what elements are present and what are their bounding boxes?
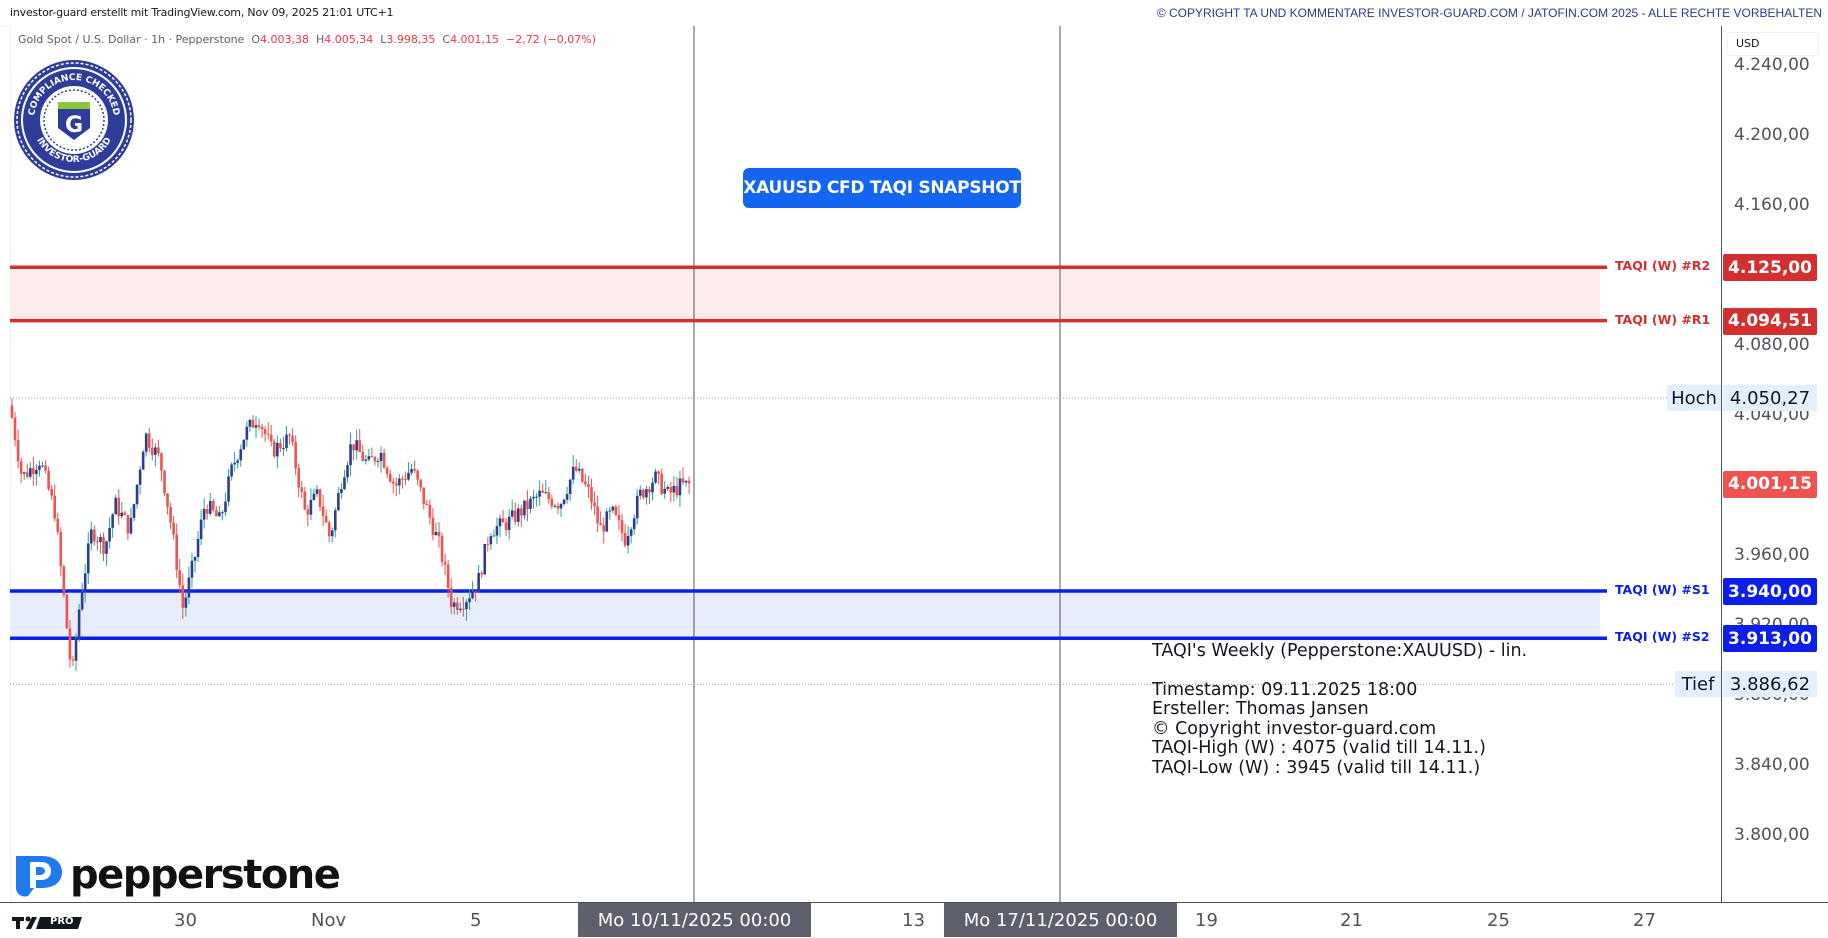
time-marker-selected[interactable]: Mo 10/11/2025 00:00 [578, 903, 811, 937]
level-price-tag: 4.125,00 [1723, 254, 1817, 282]
low-label: Tief [1675, 671, 1721, 698]
symbol-name: Gold Spot / U.S. Dollar · 1h · Peppersto… [18, 33, 245, 46]
pepperstone-logo: pepperstone [12, 852, 341, 898]
tradingview-logo[interactable]: PRO [12, 915, 84, 931]
time-label: 19 [1195, 910, 1218, 931]
info-timestamp: Timestamp: 09.11.2025 18:00 [1152, 679, 1418, 700]
price-tick-label: 3.840,00 [1734, 755, 1810, 775]
last-price-tag: 4.001,15 [1723, 470, 1817, 498]
low-value-tag: 3.886,62 [1723, 671, 1817, 698]
time-label: Nov [311, 910, 347, 931]
compliance-badge-icon: COMPLIANCE CHECKED INVESTOR-GUARD G [12, 58, 136, 182]
level-label: TAQI (W) #S2 [1615, 629, 1710, 645]
pepperstone-wordmark: pepperstone [70, 852, 341, 898]
credit-text: investor-guard erstellt mit TradingView.… [10, 6, 394, 19]
svg-text:G: G [65, 113, 83, 138]
taqi-info-box: TAQI's Weekly (Pepperstone:XAUUSD) - lin… [1152, 641, 1528, 778]
level-price-tag: 3.940,00 [1723, 578, 1817, 605]
level-price-tag: 4.094,51 [1723, 307, 1817, 335]
time-label: 13 [902, 910, 925, 931]
level-label: TAQI (W) #S1 [1615, 582, 1710, 597]
time-label: 5 [470, 910, 482, 931]
low-value: 3.998,35 [386, 33, 436, 46]
top-bar: investor-guard erstellt mit TradingView.… [0, 0, 1828, 27]
time-label: 25 [1487, 910, 1510, 931]
currency-selector[interactable]: USD [1727, 32, 1819, 56]
copyright-text: © COPYRIGHT TA UND KOMMENTARE INVESTOR-G… [1156, 6, 1822, 20]
open-value: 4.003,38 [260, 33, 309, 46]
time-label: 21 [1340, 910, 1363, 931]
tradingview-icon [12, 916, 82, 929]
high-value: 4.005,34 [324, 33, 374, 46]
price-tick-label: 4.240,00 [1734, 55, 1810, 75]
snapshot-title-button[interactable]: XAUUSD CFD TAQI SNAPSHOT [743, 168, 1021, 208]
pepperstone-icon [16, 856, 62, 897]
info-taqi-low: TAQI-Low (W) : 3945 (valid till 14.11.) [1152, 757, 1481, 778]
info-author: Ersteller: Thomas Jansen [1152, 699, 1369, 719]
price-tick-label: 3.960,00 [1734, 545, 1810, 565]
price-tick-label: 4.200,00 [1734, 125, 1810, 145]
high-value-tag: 4.050,27 [1723, 385, 1817, 412]
info-taqi-high: TAQI-High (W) : 4075 (valid till 14.11.) [1152, 738, 1486, 758]
time-label: 30 [174, 910, 197, 931]
price-tick-label: 4.080,00 [1734, 335, 1810, 355]
time-axis[interactable] [0, 902, 1828, 938]
tv-pro-label: PRO [50, 916, 74, 927]
level-label: TAQI (W) #R2 [1615, 258, 1711, 274]
close-value: 4.001,15 [450, 33, 500, 46]
info-title: TAQI's Weekly (Pepperstone:XAUUSD) - lin… [1152, 641, 1528, 661]
symbol-legend[interactable]: Gold Spot / U.S. Dollar · 1h · Peppersto… [18, 33, 596, 46]
high-label: Hoch [1667, 385, 1721, 412]
level-price-tag: 3.913,00 [1723, 625, 1817, 653]
price-tick-label: 4.160,00 [1734, 195, 1810, 215]
price-tick-label: 3.800,00 [1734, 825, 1810, 845]
change-value: −2,72 (−0,07%) [506, 33, 596, 46]
time-marker-selected[interactable]: Mo 17/11/2025 00:00 [944, 903, 1177, 937]
price-axis[interactable] [1721, 26, 1828, 902]
time-label: 27 [1633, 910, 1656, 931]
level-label: TAQI (W) #R1 [1615, 311, 1711, 327]
info-copyright: © Copyright investor-guard.com [1152, 718, 1437, 739]
